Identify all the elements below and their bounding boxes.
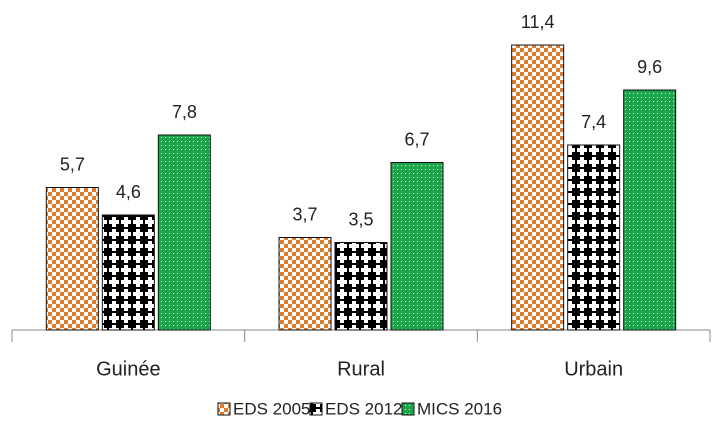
x-tick-label: Urbain — [564, 358, 623, 380]
x-tick-label: Rural — [337, 358, 385, 380]
value-label: 3,7 — [292, 204, 317, 224]
bar — [511, 44, 565, 331]
value-label: 3,5 — [348, 209, 373, 229]
bar — [390, 162, 444, 331]
legend-label: EDS 2012 — [325, 399, 403, 418]
legend-label: EDS 2005 — [233, 399, 311, 418]
bar — [278, 237, 332, 331]
legend-swatch — [309, 402, 323, 416]
bar — [334, 242, 388, 331]
bar — [157, 134, 211, 331]
value-label: 6,7 — [404, 129, 429, 149]
bar — [623, 89, 677, 331]
value-label: 5,7 — [60, 154, 85, 174]
x-tick-label: Guinée — [96, 358, 161, 380]
legend-label: MICS 2016 — [417, 399, 502, 418]
bar — [101, 214, 155, 331]
value-label: 7,4 — [581, 112, 606, 132]
value-label: 9,6 — [637, 57, 662, 77]
bar — [45, 187, 99, 331]
value-label: 4,6 — [116, 182, 141, 202]
value-label: 7,8 — [172, 102, 197, 122]
legend-swatch — [217, 402, 231, 416]
value-label: 11,4 — [521, 12, 555, 32]
legend-swatch — [401, 402, 415, 416]
bar — [567, 144, 621, 331]
